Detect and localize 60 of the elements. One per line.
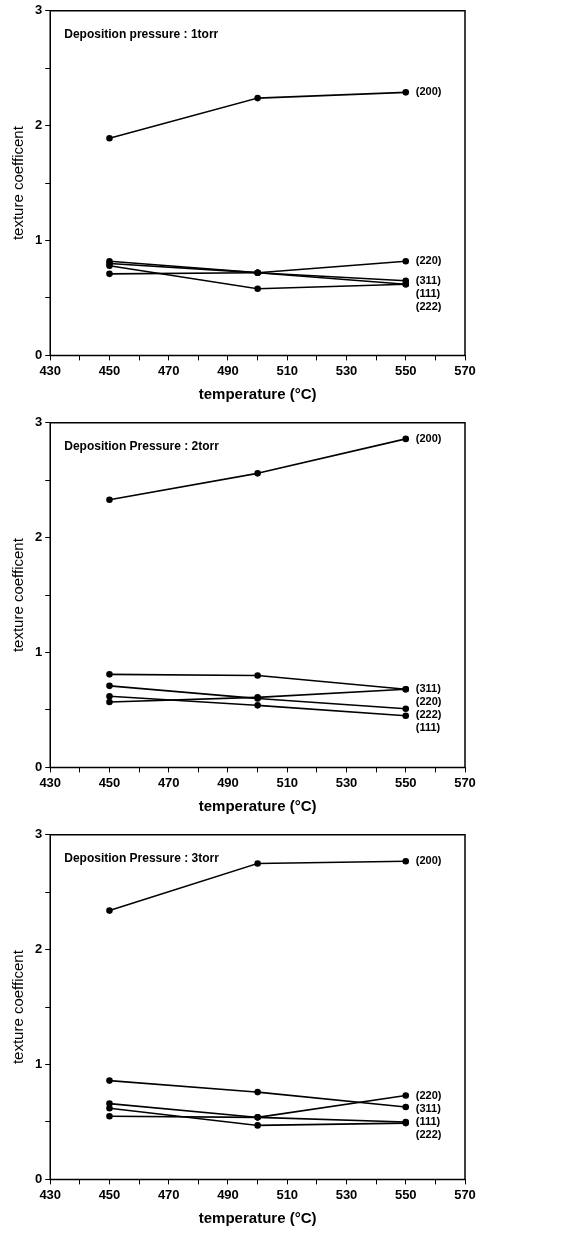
x-tick-label: 450 [98,774,121,790]
x-tick-label: 550 [394,362,417,378]
x-tick-label: 510 [276,774,299,790]
series-label: (111) [415,721,441,734]
y-tick-label: 3 [35,414,43,430]
x-tick-label: 570 [454,1186,476,1202]
y-tick-label: 1 [35,232,43,248]
x-tick-label: 470 [157,1186,180,1202]
series-label: (111) [415,286,441,299]
x-tick-label: 490 [217,362,239,378]
x-tick-label: 430 [39,362,62,378]
x-tick-label: 530 [335,1186,358,1202]
x-tick-label: 470 [157,362,180,378]
y-tick-label: 2 [35,941,43,957]
x-tick-label: 550 [394,1186,417,1202]
x-tick-label: 530 [335,774,358,790]
y-tick-label: 1 [35,1056,43,1072]
x-tick-label: 550 [394,774,417,790]
y-tick-label: 3 [35,2,43,18]
y-tick-label: 3 [35,826,43,842]
x-tick-label: 450 [98,1186,121,1202]
x-tick-label: 450 [98,362,121,378]
x-tick-label: 510 [276,362,299,378]
x-axis-title: temperature (°C) [198,1209,317,1227]
x-tick-label: 430 [39,1186,62,1202]
series-label: (200) [415,431,442,444]
series-label: (311) [415,682,442,695]
y-tick-label: 0 [35,346,43,362]
y-tick-label: 0 [35,1170,43,1186]
series-label: (311) [415,1101,442,1114]
series-label: (200) [415,85,442,98]
series-label: (222) [415,708,442,721]
x-tick-label: 430 [39,774,62,790]
x-tick-label: 570 [454,362,476,378]
y-tick-label: 2 [35,117,43,133]
series-label: (311) [415,273,442,286]
text: Deposition Pressure : 2torr [64,439,220,454]
text: Deposition Pressure : 3torr [64,851,220,866]
y-axis-title: texture coefficent [9,949,27,1065]
x-tick-label: 470 [157,774,180,790]
series-label: (200) [415,854,442,867]
series-label: (220) [415,695,442,708]
x-tick-label: 530 [335,362,358,378]
x-axis-title: temperature (°C) [198,385,317,403]
series-label: (220) [415,1088,442,1101]
y-axis-title: texture coefficent [9,537,27,653]
x-tick-label: 570 [454,774,476,790]
series-label: (222) [415,1128,442,1140]
x-axis-title: temperature (°C) [198,797,317,815]
series-label: (222) [415,299,442,312]
y-tick-label: 2 [35,529,43,545]
x-tick-label: 490 [217,1186,239,1202]
y-tick-label: 0 [35,758,43,774]
text: Deposition pressure : 1torr [64,27,219,42]
y-tick-label: 1 [35,644,43,660]
series-label: (111) [415,1115,441,1127]
series-label: (220) [415,254,442,267]
y-axis-title: texture coefficent [9,125,27,241]
x-tick-label: 510 [276,1186,299,1202]
x-tick-label: 490 [217,774,239,790]
